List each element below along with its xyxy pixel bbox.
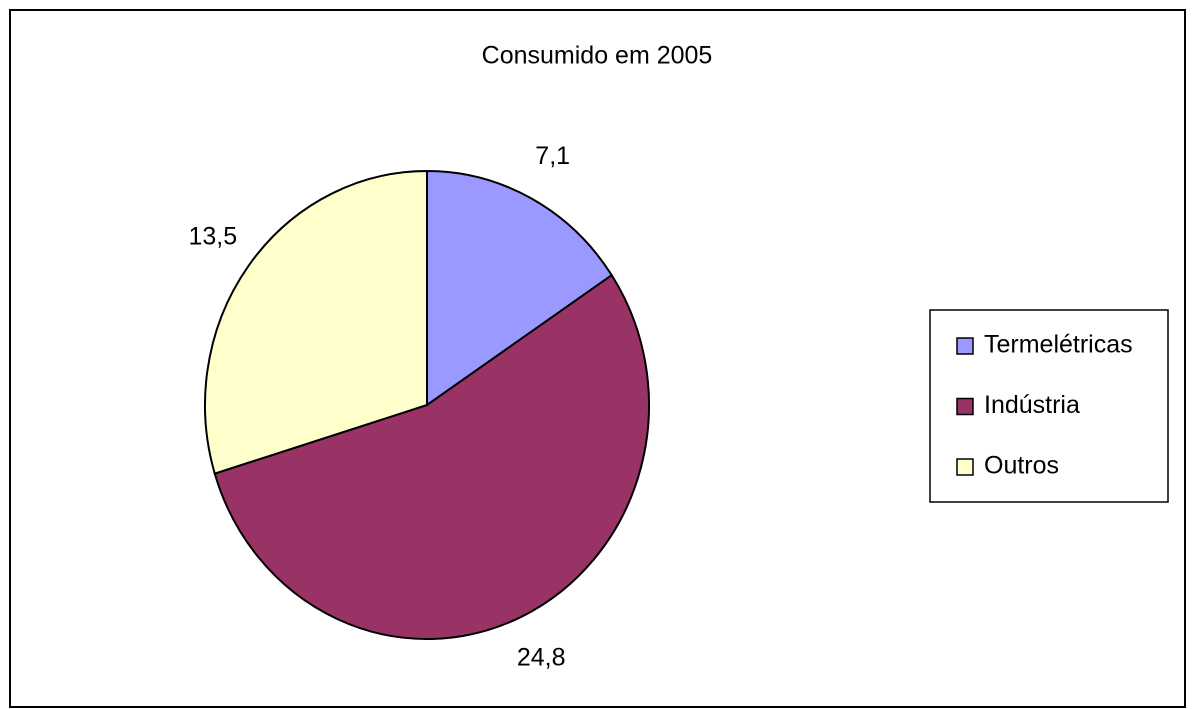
legend-swatch	[956, 458, 974, 476]
data-label: 7,1	[535, 142, 570, 170]
legend-swatch	[956, 337, 974, 355]
pie-slice	[213, 273, 650, 640]
legend-label: Indústria	[984, 391, 1080, 419]
legend-label: Outros	[984, 452, 1059, 480]
legend-swatch	[956, 397, 974, 416]
pie-slice	[204, 169, 428, 475]
legend-label: Termelétricas	[984, 331, 1133, 359]
data-label: 24,8	[517, 643, 566, 671]
pie-slice	[426, 169, 614, 407]
data-label: 13,5	[188, 223, 237, 251]
chart-title: Consumido em 2005	[482, 42, 713, 70]
